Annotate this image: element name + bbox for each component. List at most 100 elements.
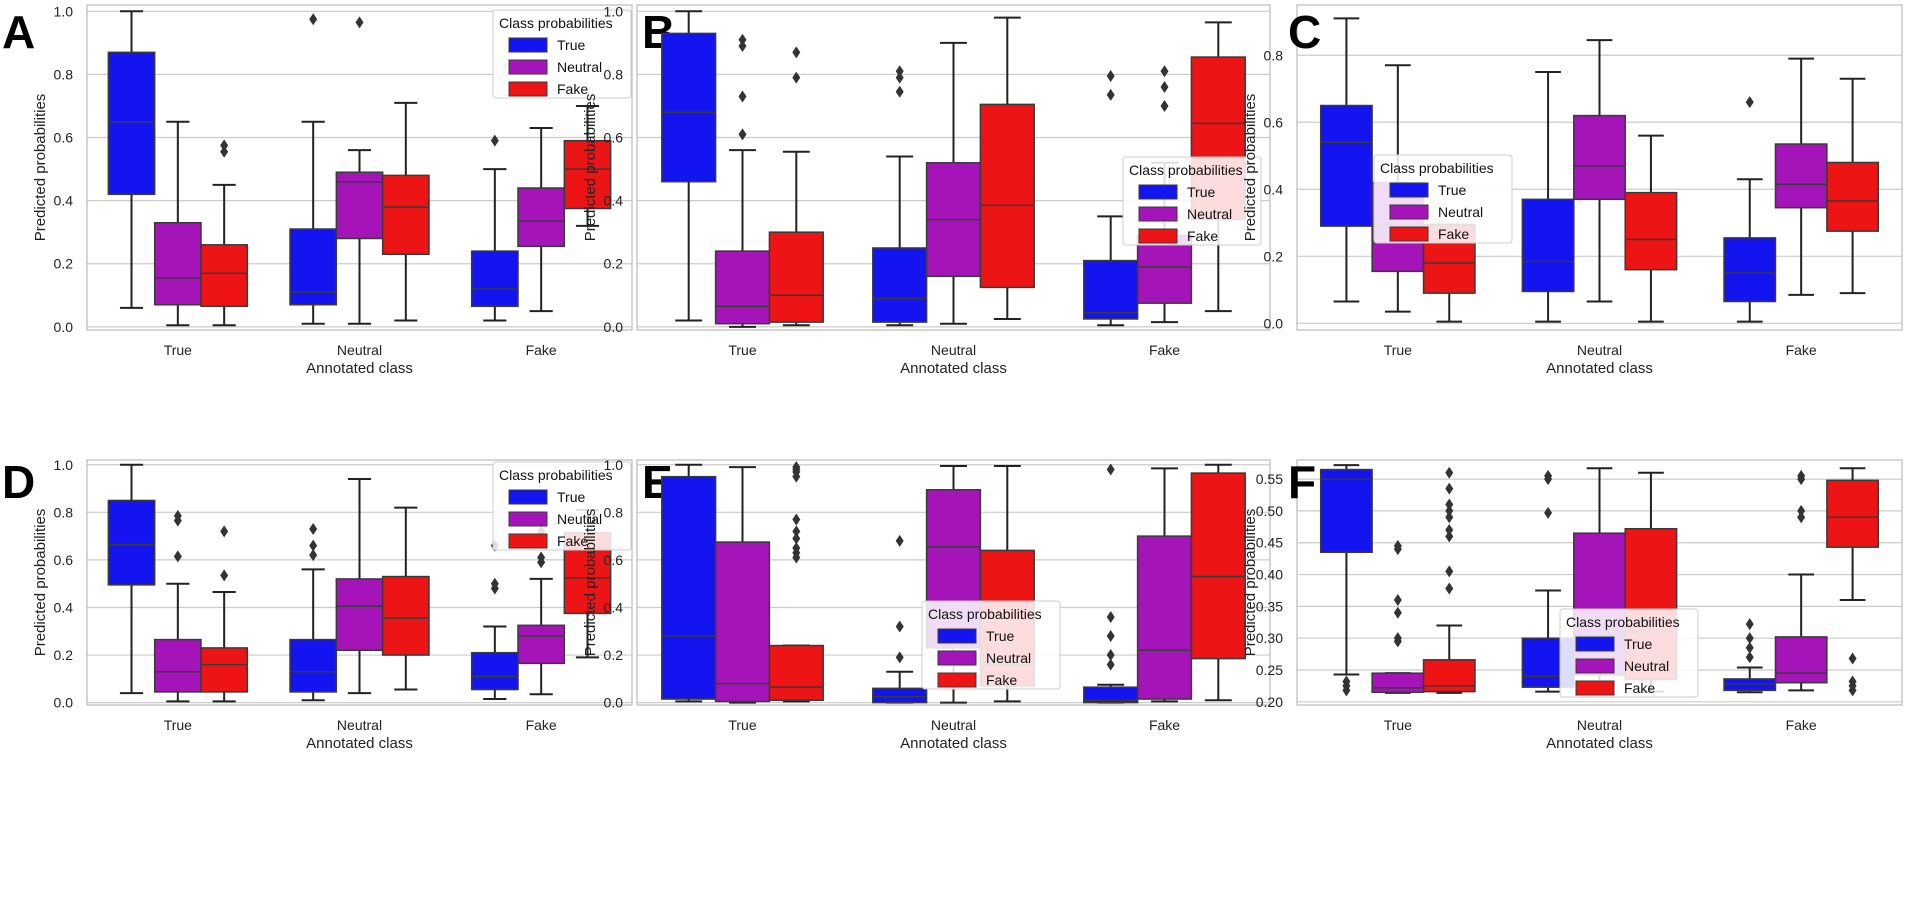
outlier-point <box>792 513 801 526</box>
plot-frame-F <box>1296 459 1903 706</box>
box-F-fake-neutral <box>1774 469 1828 692</box>
box-C-true-true <box>1319 17 1373 303</box>
box-body <box>1136 535 1193 700</box>
legend-label-true: True <box>986 628 1014 644</box>
outlier-point <box>1797 469 1806 482</box>
outlier-point <box>1445 482 1454 495</box>
outlier-point <box>1544 469 1553 482</box>
outlier-point <box>309 522 318 535</box>
ytick-label-D-5: 1.0 <box>54 457 74 473</box>
ytick-label-F-4: 0.40 <box>1256 567 1283 583</box>
legend-label-fake: Fake <box>557 81 588 97</box>
plot-frame-E <box>636 459 1271 706</box>
box-B-neutral-fake <box>979 16 1035 320</box>
outlier-point <box>1106 610 1115 623</box>
ytick-label-D-1: 0.2 <box>54 647 74 663</box>
box-body <box>1083 259 1139 320</box>
box-body <box>107 499 156 586</box>
outlier-point <box>738 33 747 46</box>
box-body <box>470 250 519 308</box>
legend-F: Class probabilities True Neutral Fake <box>1559 608 1699 698</box>
box-F-fake-true <box>1723 618 1777 694</box>
box-F-fake-fake <box>1826 467 1880 697</box>
outlier-point <box>1445 524 1454 536</box>
box-A-fake-fake <box>563 104 612 227</box>
legend-frame <box>492 461 632 551</box>
box-E-true-fake <box>768 461 824 703</box>
box-D-true-neutral <box>153 509 202 703</box>
outlier-point <box>490 134 499 147</box>
panel-letter-C: C <box>1288 6 1321 58</box>
panel-letter-F: F <box>1288 456 1316 508</box>
xtick-label-A-true: True <box>164 342 192 358</box>
legend-label-neutral: Neutral <box>1187 206 1232 222</box>
ylabel-E: Predicted probabilities <box>582 509 599 657</box>
xtick-label-E-fake: Fake <box>1149 717 1180 733</box>
ytick-label-C-1: 0.2 <box>1264 248 1284 264</box>
box-A-true-true <box>107 10 156 309</box>
legend-swatch-true <box>1389 182 1429 198</box>
box-D-neutral-fake <box>381 506 430 691</box>
box-C-neutral-neutral <box>1573 39 1626 303</box>
outlier-point <box>1106 463 1115 476</box>
xtick-label-C-true: True <box>1384 342 1412 358</box>
outlier-point <box>738 90 747 103</box>
outlier-point <box>1106 88 1115 101</box>
outlier-point <box>1106 658 1115 671</box>
panel-C: C 0.0 0.2 0.4 0.6 0.8 True Neutral Fake Annotated… <box>1242 4 1903 377</box>
legend-label-fake: Fake <box>557 533 588 549</box>
legend-swatch-true <box>508 489 548 505</box>
legend-swatch-fake <box>508 81 548 97</box>
xtick-label-C-neutral: Neutral <box>1577 342 1622 358</box>
outlier-point <box>895 65 904 78</box>
ytick-label-B-2: 0.4 <box>604 193 624 209</box>
box-body <box>1521 198 1575 293</box>
outlier-point <box>309 549 318 562</box>
ytick-label-B-1: 0.2 <box>604 256 624 272</box>
legend-swatch-neutral <box>1138 206 1178 222</box>
outlier-point <box>1848 675 1857 688</box>
box-E-true-true <box>661 463 717 703</box>
outlier-point <box>309 539 318 552</box>
box-B-true-true <box>661 10 717 322</box>
ylabel-A: Predicted probabilities <box>32 94 49 242</box>
outlier-point <box>1544 506 1553 519</box>
box-C-neutral-true <box>1521 71 1575 323</box>
outlier-point <box>220 569 229 582</box>
panel-letter-D: D <box>2 456 35 508</box>
box-body <box>153 221 202 306</box>
outlier-point <box>355 16 364 29</box>
legend-title: Class probabilities <box>1129 162 1243 178</box>
plot-frame-D <box>86 459 633 706</box>
legend-frame <box>1122 156 1262 246</box>
outlier-point <box>1445 582 1454 595</box>
legend-label-true: True <box>1624 636 1652 652</box>
ytick-label-F-1: 0.25 <box>1256 662 1283 678</box>
legend-label-fake: Fake <box>1187 228 1218 244</box>
panel-F: F 0.20 0.25 0.30 0.35 0.40 0.45 0.50 0.55 True Neu… <box>1242 456 1903 752</box>
outlier-point <box>220 139 229 152</box>
outlier-point <box>309 13 318 26</box>
legend-frame <box>1373 154 1513 244</box>
outlier-point <box>1745 651 1754 664</box>
legend-frame <box>1559 608 1699 698</box>
legend-label-fake: Fake <box>1624 680 1655 696</box>
legend-swatch-fake <box>1389 226 1429 242</box>
outlier-point <box>173 550 182 563</box>
legend-label-neutral: Neutral <box>1438 204 1483 220</box>
ytick-label-F-7: 0.55 <box>1256 471 1283 487</box>
box-B-fake-true <box>1083 69 1139 327</box>
box-A-true-neutral <box>153 120 202 327</box>
legend-swatch-fake <box>1138 228 1178 244</box>
box-B-true-fake <box>768 46 824 327</box>
legend-title: Class probabilities <box>499 15 613 31</box>
outlier-point <box>220 525 229 538</box>
outlier-point <box>1393 594 1402 606</box>
legend-swatch-neutral <box>1575 658 1615 674</box>
outlier-point <box>1797 511 1806 524</box>
legend-swatch-fake <box>937 672 977 688</box>
box-body <box>979 103 1035 289</box>
legend-label-neutral: Neutral <box>1624 658 1669 674</box>
box-E-true-neutral <box>714 466 771 704</box>
